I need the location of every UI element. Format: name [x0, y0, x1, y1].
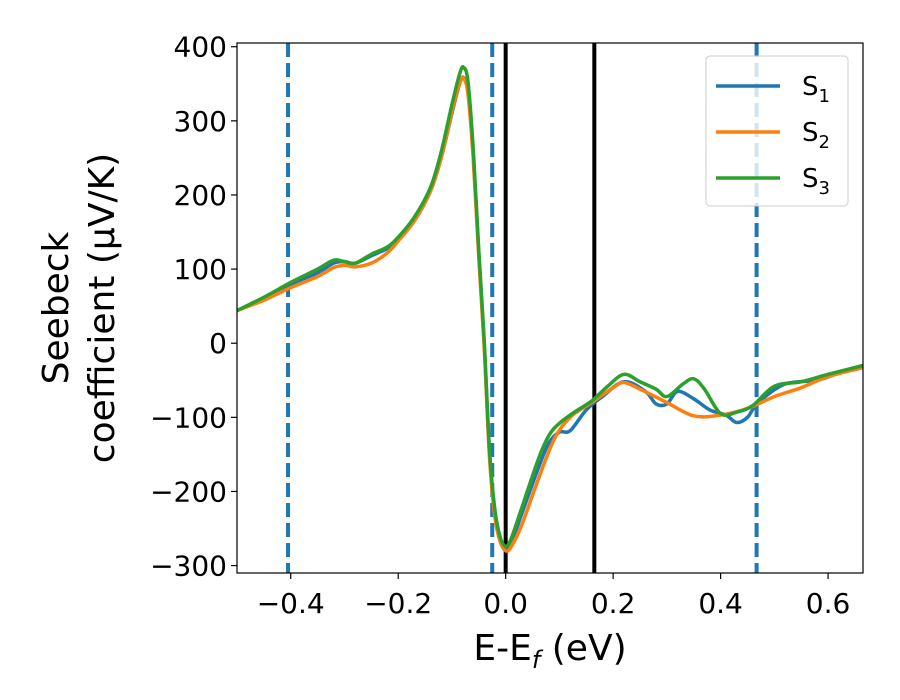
series-line-s3 — [237, 64, 863, 549]
reference-lines — [286, 43, 759, 573]
y-tick-label: 100 — [174, 253, 227, 286]
y-tick-label: −100 — [150, 401, 227, 434]
y-tick-label: 400 — [174, 31, 227, 64]
y-tick-label: 300 — [174, 105, 227, 138]
x-axis-label: E-Ef (eV) — [473, 628, 626, 674]
legend-label-s3: S3 — [802, 164, 830, 199]
x-axis-label-main: E-E — [473, 628, 531, 669]
legend-label-s1: S1 — [802, 72, 830, 107]
x-tick-label: −0.4 — [257, 587, 325, 620]
plot-frame — [236, 42, 864, 574]
y-tick-label: 0 — [209, 327, 227, 360]
x-tick-label: 0.6 — [806, 587, 851, 620]
legend-items: S1 S2 S3 — [716, 72, 830, 199]
legend-label-s2: S2 — [802, 118, 830, 153]
y-tick-label: 200 — [174, 179, 227, 212]
x-axis-ticks: −0.4 −0.2 0.0 0.2 0.4 0.6 — [257, 573, 851, 620]
legend: S1 S2 S3 — [705, 55, 849, 207]
y-axis-ticks: −300 −200 −100 0 100 200 300 400 — [150, 31, 237, 583]
y-axis-label-line1: Seebeck — [36, 231, 77, 384]
y-tick-label: −200 — [150, 475, 227, 508]
y-axis-label-line2: coefficient (μV/K) — [82, 153, 123, 463]
x-tick-label: −0.2 — [364, 587, 432, 620]
x-tick-label: 0.2 — [591, 587, 636, 620]
y-tick-label: −300 — [150, 550, 227, 583]
series-lines — [237, 64, 863, 553]
x-tick-label: 0.0 — [483, 587, 528, 620]
y-axis-label: Seebeck coefficient (μV/K) — [36, 153, 123, 463]
x-axis-label-unit: (eV) — [540, 628, 626, 669]
x-tick-label: 0.4 — [698, 587, 743, 620]
